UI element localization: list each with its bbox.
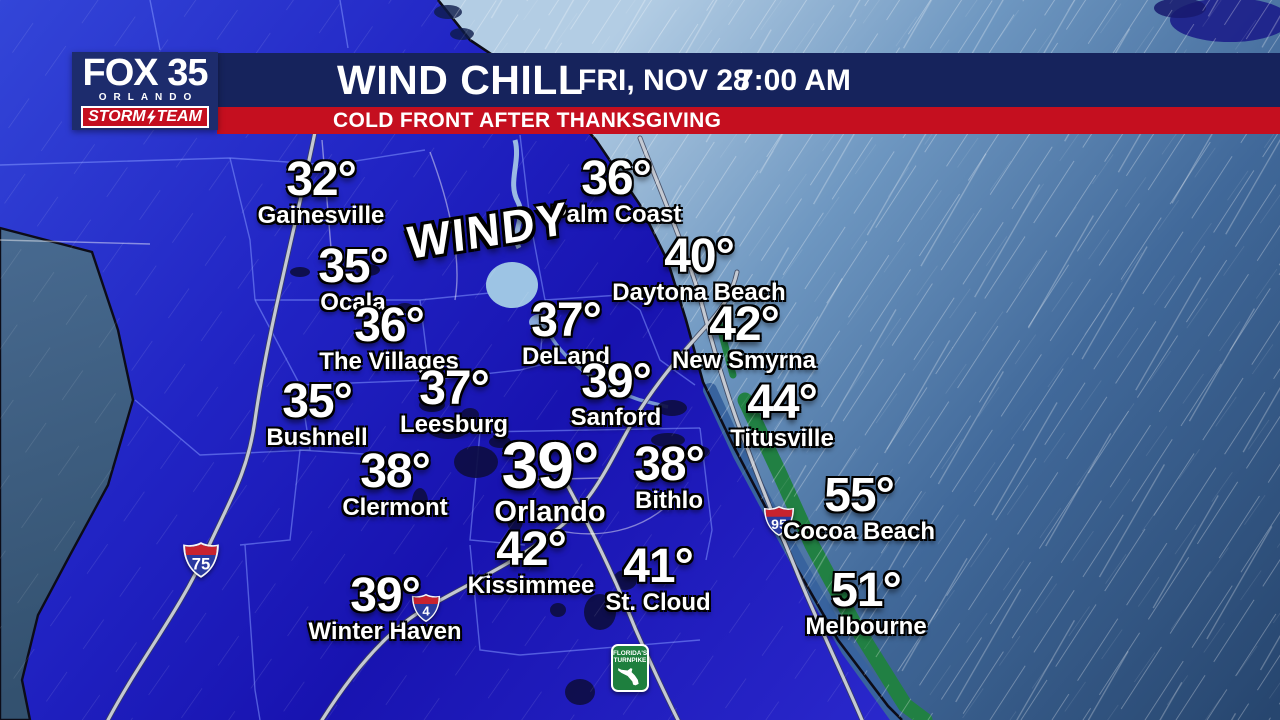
city-marker-daytona-beach: 40° Daytona Beach: [612, 233, 785, 305]
city-temp: 42°: [496, 523, 567, 576]
city-name: Leesburg: [399, 411, 509, 438]
city-temp: 38°: [360, 445, 431, 498]
team-label: TEAM: [156, 108, 202, 125]
city-marker-titusville: 44° Titusville: [730, 379, 834, 451]
city-marker-kissimmee: 42° Kissimmee: [468, 526, 595, 598]
city-temp: 41°: [623, 540, 694, 593]
city-name: Clermont: [342, 494, 448, 521]
wind-streaks-ocean-bright: [438, 0, 1280, 720]
city-temp: 32°: [286, 153, 357, 206]
city-name: Daytona Beach: [612, 279, 786, 306]
forecast-date: FRI, NOV 28: [578, 64, 750, 97]
page-title: WIND CHILL: [337, 57, 584, 103]
interstate-75-shield-icon: 75: [182, 541, 220, 579]
banner-headline: COLD FRONT AFTER THANKSGIVING: [333, 109, 722, 132]
city-name: Gainesville: [257, 202, 385, 229]
turnpike-label: FLORIDA'S TURNPIKE: [613, 650, 648, 664]
station-logo: FOX 35 ORLANDO STORM TEAM: [72, 52, 218, 130]
city-marker-the-villages: 36° The Villages: [319, 302, 459, 374]
city-marker-clermont: 38° Clermont: [342, 448, 447, 520]
city-marker-bithlo: 38° Bithlo: [634, 438, 705, 514]
storm-label: STORM: [88, 108, 146, 125]
station-name: FOX 35: [82, 52, 209, 94]
city-marker-orlando: 39° Orlando: [494, 432, 605, 527]
city-temp: 38°: [634, 438, 705, 491]
city-marker-winter-haven: 39° Winter Haven: [308, 572, 461, 644]
city-temp: 51°: [831, 564, 902, 617]
forecast-time: 7:00 AM: [737, 64, 851, 97]
city-marker-deland: 37° DeLand: [522, 297, 610, 369]
storm-team-badge: STORM TEAM: [81, 106, 209, 128]
city-temp: 39°: [581, 355, 652, 408]
city-marker-leesburg: 37° Leesburg: [400, 365, 508, 437]
city-name: New Smyrna: [671, 347, 817, 374]
city-name: Orlando: [494, 496, 606, 528]
city-name: Melbourne: [805, 613, 927, 640]
florida-silhouette-icon: [618, 668, 639, 686]
city-temp: 44°: [747, 376, 818, 429]
city-marker-ocala: 35° Ocala: [318, 240, 389, 316]
interstate-4-shield-icon: 4: [411, 593, 441, 623]
city-temp: 35°: [282, 375, 353, 428]
city-temp: 55°: [824, 469, 895, 522]
city-marker-st-cloud: 41° St. Cloud: [605, 543, 710, 615]
city-marker-bushnell: 35° Bushnell: [266, 378, 367, 450]
city-temp: 36°: [354, 299, 425, 352]
header-banner-bar: COLD FRONT AFTER THANKSGIVING: [217, 107, 1280, 134]
city-name: Winter Haven: [308, 618, 462, 645]
city-name: Kissimmee: [467, 572, 595, 599]
city-name: Sanford: [570, 404, 662, 431]
city-temp: 40°: [664, 230, 735, 283]
city-marker-cocoa-beach: 55° Cocoa Beach: [783, 472, 935, 544]
city-temp: 37°: [419, 362, 490, 415]
city-marker-melbourne: 51° Melbourne: [805, 567, 926, 639]
city-marker-sanford: 39° Sanford: [571, 358, 662, 430]
city-marker-new-smyrna: 42° New Smyrna: [672, 301, 816, 373]
city-name: St. Cloud: [605, 589, 711, 616]
city-temp: 35°: [318, 240, 389, 293]
svg-text:4: 4: [422, 604, 430, 619]
city-temp: 37°: [531, 294, 602, 347]
city-temp: 42°: [709, 298, 780, 351]
city-temp: 39°: [501, 428, 600, 502]
city-name: DeLand: [521, 343, 611, 370]
city-name: Bushnell: [266, 424, 368, 451]
city-name: Titusville: [730, 425, 834, 452]
station-city: ORLANDO: [98, 92, 199, 103]
florida-turnpike-shield-icon: FLORIDA'S TURNPIKE: [611, 644, 649, 692]
lightning-bolt-icon: [146, 109, 156, 125]
city-name: Ocala: [320, 289, 386, 316]
city-temp: 39°: [350, 569, 421, 622]
city-name: The Villages: [319, 348, 459, 375]
city-marker-gainesville: 32° Gainesville: [258, 156, 385, 228]
city-marker-palm-coast: 36° Palm Coast: [551, 155, 682, 227]
header-title-bar: WIND CHILL FRI, NOV 28 7:00 AM: [217, 53, 1280, 107]
svg-text:75: 75: [192, 555, 211, 574]
city-temp: 36°: [581, 152, 652, 205]
city-name: Cocoa Beach: [782, 518, 936, 545]
city-name: Palm Coast: [550, 201, 682, 228]
interstate-95-shield-icon: 95: [763, 505, 795, 537]
svg-text:95: 95: [771, 516, 787, 532]
city-name: Bithlo: [635, 487, 703, 514]
